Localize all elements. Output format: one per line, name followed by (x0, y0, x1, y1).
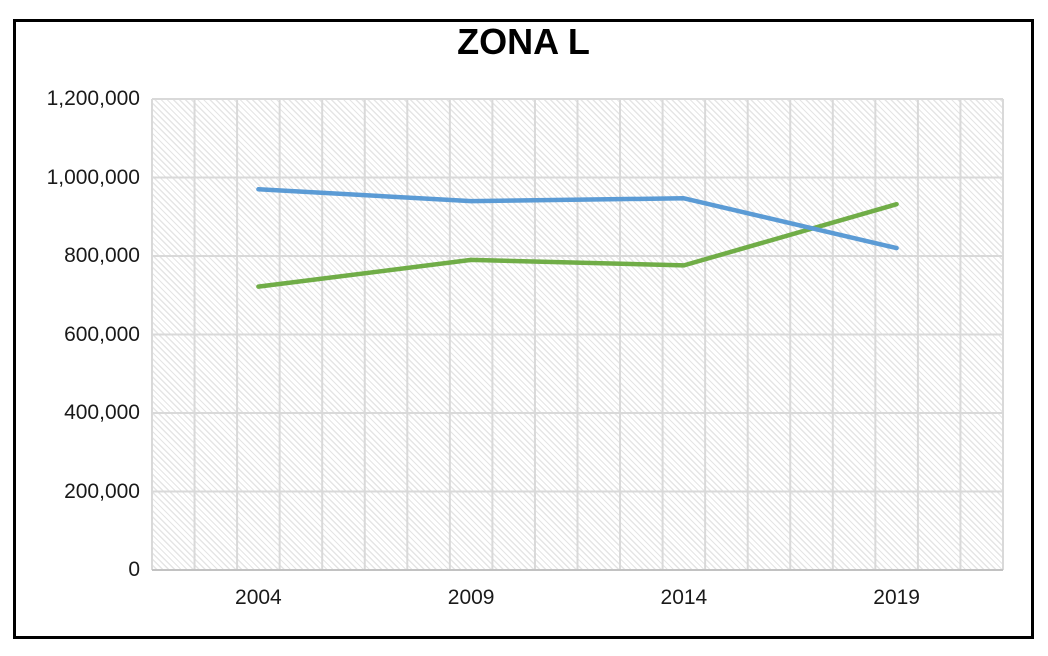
y-tick-label: 800,000 (64, 244, 140, 267)
x-tick-label: 2004 (235, 586, 282, 609)
y-tick-label: 600,000 (64, 322, 140, 346)
x-tick-label: 2019 (873, 586, 920, 609)
line-blue-series (256, 187, 899, 251)
y-tick-label: 0 (128, 558, 140, 581)
y-tick-label: 400,000 (64, 401, 140, 424)
plot-area (151, 98, 1004, 571)
chart-title: ZONA L (457, 21, 590, 62)
x-tick-label: 2014 (660, 586, 708, 609)
line-green-series (256, 201, 899, 289)
y-tick-label: 200,000 (64, 479, 140, 503)
y-tick-label: 1,200,000 (46, 87, 140, 110)
plot-svg (151, 98, 1004, 571)
y-tick-label: 1,000,000 (46, 165, 140, 189)
x-tick-label: 2009 (447, 586, 495, 609)
